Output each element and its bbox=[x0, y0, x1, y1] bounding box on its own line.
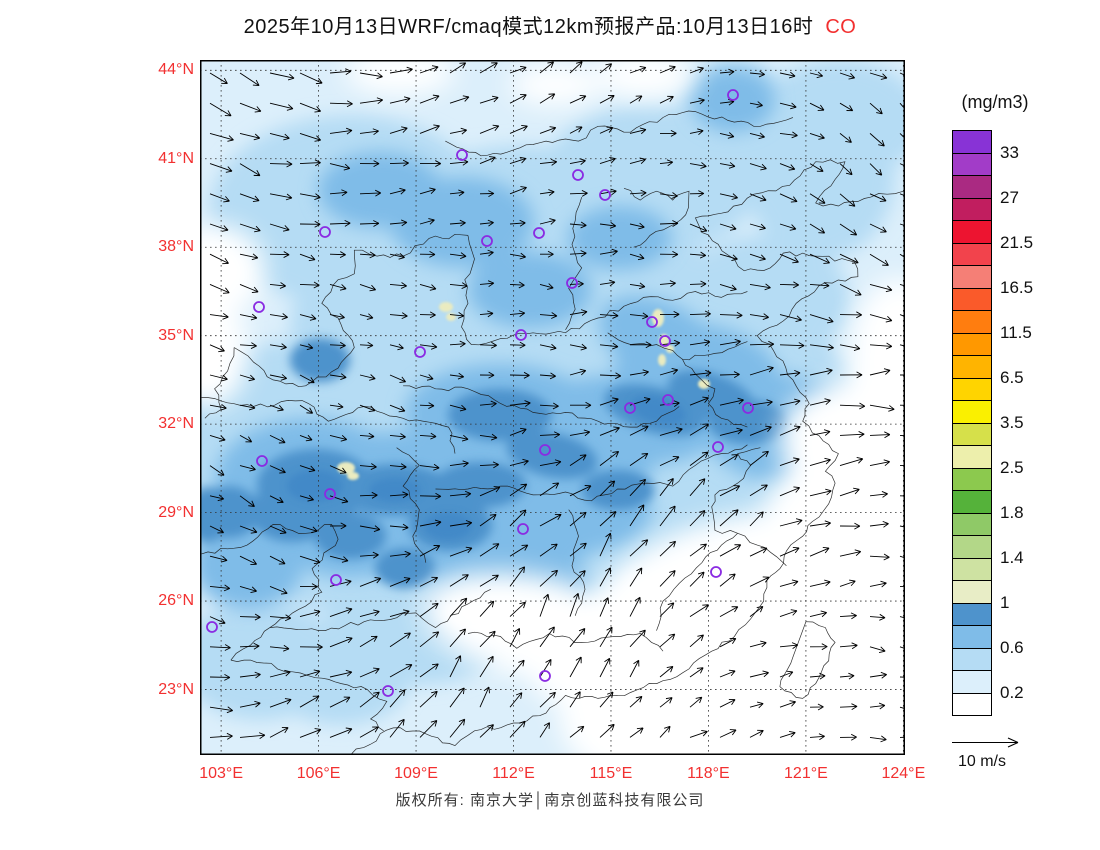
city-marker bbox=[539, 444, 551, 456]
city-marker bbox=[414, 346, 426, 358]
province-boundaries bbox=[201, 110, 904, 755]
city-marker bbox=[253, 301, 265, 313]
city-marker bbox=[330, 574, 342, 586]
legend-color-cell bbox=[952, 378, 992, 401]
city-marker bbox=[710, 566, 722, 578]
title-text: 2025年10月13日WRF/cmaq模式12km预报产品:10月13日16时 bbox=[243, 16, 814, 38]
legend-value-label: 16.5 bbox=[1000, 277, 1034, 297]
legend-color-cell bbox=[952, 671, 992, 694]
legend-value-label: 3.5 bbox=[1000, 412, 1024, 432]
legend-color-cell bbox=[952, 311, 992, 334]
page-title: 2025年10月13日WRF/cmaq模式12km预报产品:10月13日16时 C… bbox=[0, 10, 1100, 39]
legend-color-cell bbox=[952, 198, 992, 221]
city-marker bbox=[517, 523, 529, 535]
lon-tick-label: 124°E bbox=[881, 765, 926, 782]
copyright-right: 南京创蓝科技有限公司 bbox=[544, 792, 705, 809]
lon-tick-label: 118°E bbox=[687, 765, 730, 782]
city-marker bbox=[662, 394, 674, 406]
city-marker bbox=[599, 189, 611, 201]
legend-color-cell bbox=[952, 581, 992, 604]
legend-color-cell bbox=[952, 356, 992, 379]
legend-units-label: (mg/m3) bbox=[961, 92, 1029, 112]
lat-tick-label: 29°N bbox=[158, 503, 194, 521]
city-marker bbox=[319, 226, 331, 238]
legend-color-cell bbox=[952, 288, 992, 311]
lon-tick-label: 109°E bbox=[394, 765, 438, 782]
city-marker bbox=[382, 685, 394, 697]
city-marker bbox=[324, 488, 336, 500]
lat-tick-label: 35°N bbox=[158, 326, 194, 344]
copyright-separator: │ bbox=[533, 792, 545, 809]
grid-lines bbox=[200, 60, 905, 755]
copyright-footer: 版权所有: 南京大学│南京创蓝科技有限公司 bbox=[0, 789, 1100, 810]
legend-color-cell bbox=[952, 603, 992, 626]
legend-color-cell bbox=[952, 131, 992, 154]
legend-color-cell bbox=[952, 266, 992, 289]
lat-tick-label: 41°N bbox=[158, 149, 194, 167]
legend-color-cell bbox=[952, 558, 992, 581]
lat-tick-label: 32°N bbox=[158, 415, 194, 433]
city-marker bbox=[742, 402, 754, 414]
lon-tick-label: 103°E bbox=[199, 765, 243, 782]
legend-color-cell bbox=[952, 423, 992, 446]
lat-tick-label: 44°N bbox=[158, 61, 194, 79]
legend-color-cell bbox=[952, 648, 992, 671]
city-markers bbox=[206, 89, 754, 697]
legend-color-cell bbox=[952, 468, 992, 491]
legend-color-cell bbox=[952, 153, 992, 176]
lon-tick-label: 115°E bbox=[589, 765, 633, 782]
legend-color-cell bbox=[952, 626, 992, 649]
legend-color-cell bbox=[952, 513, 992, 536]
city-marker bbox=[256, 455, 268, 467]
city-marker bbox=[646, 316, 658, 328]
legend-color-cell bbox=[952, 176, 992, 199]
city-marker bbox=[515, 329, 527, 341]
city-marker bbox=[727, 89, 739, 101]
wind-vectors-layer bbox=[209, 61, 905, 743]
legend-value-label: 0.6 bbox=[1000, 637, 1024, 657]
wind-reference-arrow-icon bbox=[952, 737, 1019, 748]
legend-value-label: 2.5 bbox=[1000, 457, 1024, 477]
title-species-label: CO bbox=[825, 16, 857, 38]
lat-tick-label: 26°N bbox=[158, 592, 194, 610]
city-marker bbox=[712, 441, 724, 453]
city-marker bbox=[533, 227, 545, 239]
city-marker bbox=[566, 277, 578, 289]
city-marker bbox=[456, 149, 468, 161]
city-marker bbox=[206, 621, 218, 633]
legend-color-cell bbox=[952, 221, 992, 244]
lon-tick-label: 106°E bbox=[296, 765, 341, 782]
copyright-left: 版权所有: 南京大学 bbox=[395, 792, 534, 809]
lon-tick-label: 112°E bbox=[492, 765, 535, 782]
city-marker bbox=[481, 235, 493, 247]
legend-value-label: 27 bbox=[1000, 187, 1019, 207]
lon-tick-label: 121°E bbox=[784, 765, 828, 782]
lat-tick-label: 38°N bbox=[158, 238, 194, 256]
legend-value-label: 0.2 bbox=[1000, 682, 1024, 702]
legend-color-cell bbox=[952, 401, 992, 424]
legend-value-label: 1.8 bbox=[1000, 502, 1024, 522]
legend-color-cell bbox=[952, 536, 992, 559]
city-marker bbox=[659, 335, 671, 347]
legend-color-cell bbox=[952, 243, 992, 266]
legend-value-label: 11.5 bbox=[1000, 322, 1032, 342]
legend-color-cell bbox=[952, 693, 992, 716]
map-frame bbox=[200, 60, 905, 755]
legend-value-label: 33 bbox=[1000, 142, 1019, 162]
city-marker bbox=[572, 169, 584, 181]
legend-value-label: 21.5 bbox=[1000, 232, 1034, 252]
city-marker bbox=[539, 670, 551, 682]
legend-color-cell bbox=[952, 446, 992, 469]
legend-value-label: 6.5 bbox=[1000, 367, 1024, 387]
legend-color-cell bbox=[952, 333, 992, 356]
legend-value-label: 1 bbox=[1000, 592, 1010, 612]
legend-color-cell bbox=[952, 491, 992, 514]
legend-colorbar bbox=[952, 130, 992, 716]
lat-tick-label: 23°N bbox=[158, 680, 194, 698]
forecast-map-canvas bbox=[200, 60, 905, 755]
wind-reference-label: 10 m/s bbox=[957, 753, 1006, 770]
city-marker bbox=[624, 402, 636, 414]
legend-value-label: 1.4 bbox=[1000, 547, 1024, 567]
